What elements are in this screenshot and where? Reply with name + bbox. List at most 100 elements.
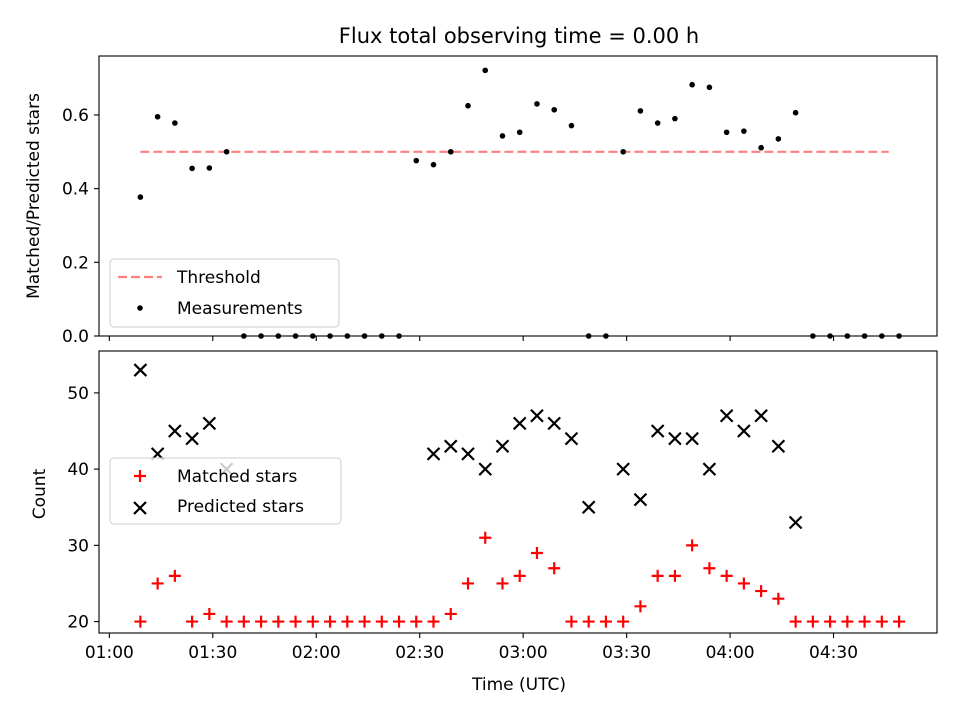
measurements-point xyxy=(654,120,661,126)
matched-stars-point xyxy=(668,569,681,582)
matched-stars-point xyxy=(755,585,768,598)
top-legend-box xyxy=(109,258,340,328)
matched-stars-point xyxy=(341,615,354,628)
predicted-stars-point xyxy=(668,431,682,446)
bottom-legend-box xyxy=(109,457,342,525)
x-tick-label: 01:30 xyxy=(188,643,237,663)
measurements-point xyxy=(206,165,213,171)
measurements-point xyxy=(447,148,454,155)
bottom-panel: 20 30 40 50 01:00 01:30 02:00 02:30 03:00 03:30 0… xyxy=(30,350,938,695)
predicted-stars-point xyxy=(581,500,596,515)
measurements-point xyxy=(189,165,195,172)
measurements-point xyxy=(637,108,644,114)
predicted-stars-point xyxy=(512,416,527,431)
bottom-y-tick-label: 50 xyxy=(67,384,89,404)
predicted-stars-point xyxy=(478,462,493,476)
measurements-point xyxy=(723,129,730,136)
predicted-stars-point xyxy=(202,416,217,431)
matched-stars-point xyxy=(513,569,526,582)
predicted-stars-point xyxy=(185,431,199,446)
measurements-point xyxy=(775,136,782,142)
matched-stars-point xyxy=(186,615,199,628)
x-tick-label: 03:30 xyxy=(602,643,651,663)
matched-stars-point xyxy=(634,600,647,613)
predicted-stars-point xyxy=(754,409,768,423)
measurements-point xyxy=(172,120,178,126)
top-y-tick-label: 0.0 xyxy=(62,327,89,347)
legend-predicted-label: Predicted stars xyxy=(177,497,304,517)
bottom-y-tick-label: 40 xyxy=(67,460,89,480)
matched-stars-point xyxy=(496,577,509,590)
matched-stars-point xyxy=(134,615,147,628)
measurements-point xyxy=(499,133,506,139)
measurements-point xyxy=(758,144,764,151)
measurements-point xyxy=(568,122,575,129)
legend-measurements-label: Measurements xyxy=(177,299,303,319)
measurements-point xyxy=(792,109,799,116)
matched-stars-point xyxy=(220,615,233,628)
matched-stars-point xyxy=(530,546,543,559)
matched-stars-point xyxy=(599,615,612,628)
top-legend: Threshold Measurements xyxy=(109,258,340,328)
matched-stars-point xyxy=(324,615,337,628)
matched-stars-point xyxy=(427,615,440,628)
predicted-stars-point xyxy=(168,424,182,438)
bottom-axes-frame xyxy=(98,350,938,634)
predicted-stars-point xyxy=(530,409,544,423)
predicted-stars-point xyxy=(702,462,717,476)
matched-stars-point xyxy=(289,615,302,628)
matched-stars-point xyxy=(203,607,216,620)
matched-stars-point xyxy=(841,615,854,628)
matched-stars-point xyxy=(875,615,888,628)
x-tick-label: 01:00 xyxy=(85,643,134,663)
matched-stars-point xyxy=(772,592,785,605)
predicted-stars-point xyxy=(616,462,630,476)
predicted-stars-point xyxy=(788,515,803,530)
matched-stars-point xyxy=(393,615,406,628)
x-axis-title: Time (UTC) xyxy=(471,675,566,695)
measurements-point xyxy=(413,157,420,164)
matched-stars-point xyxy=(720,569,733,582)
matched-stars-point xyxy=(479,531,492,544)
predicted-stars-point xyxy=(461,447,475,461)
measurements-point xyxy=(741,128,747,134)
top-y-tick-label: 0.2 xyxy=(62,253,89,273)
bottom-y-tick-label: 20 xyxy=(67,613,89,633)
measurements-point xyxy=(672,115,678,122)
measurements-point xyxy=(534,101,540,107)
predicted-stars-point xyxy=(633,492,648,507)
matched-stars-point xyxy=(548,562,561,575)
bottom-y-tick-label: 30 xyxy=(67,536,89,556)
matched-stars-point xyxy=(789,615,802,628)
legend-matched-label: Matched stars xyxy=(177,467,297,487)
matched-stars-point xyxy=(686,539,699,552)
x-tick-label: 03:00 xyxy=(499,643,548,663)
matched-stars-point xyxy=(375,615,388,628)
matched-stars-point xyxy=(824,615,837,628)
x-tick-label: 02:00 xyxy=(292,643,341,663)
measurements-point xyxy=(137,194,144,200)
bottom-y-axis-title: Count xyxy=(30,468,50,519)
predicted-stars-point xyxy=(719,409,734,423)
measurements-point xyxy=(465,102,471,109)
measurements-point xyxy=(551,106,558,113)
matched-stars-point xyxy=(737,577,750,590)
bottom-legend: Matched stars Predicted stars xyxy=(109,457,342,525)
matched-stars-point xyxy=(272,615,285,628)
predicted-stars-point xyxy=(547,416,561,431)
matched-stars-point xyxy=(858,615,871,628)
matched-stars-point xyxy=(582,615,595,628)
matched-stars-point xyxy=(806,615,819,628)
predicted-stars-point xyxy=(495,439,510,454)
matched-stars-point xyxy=(237,615,250,628)
predicted-stars-point xyxy=(650,424,665,438)
matched-stars-point xyxy=(151,577,164,590)
matched-stars-point xyxy=(703,562,716,575)
matched-stars-point xyxy=(617,615,630,628)
matched-stars-point xyxy=(410,615,423,628)
legend-threshold-label: Threshold xyxy=(176,268,261,288)
matched-stars-point xyxy=(651,569,664,582)
legend-matched-swatch xyxy=(134,470,146,482)
matched-stars-point xyxy=(358,615,371,628)
